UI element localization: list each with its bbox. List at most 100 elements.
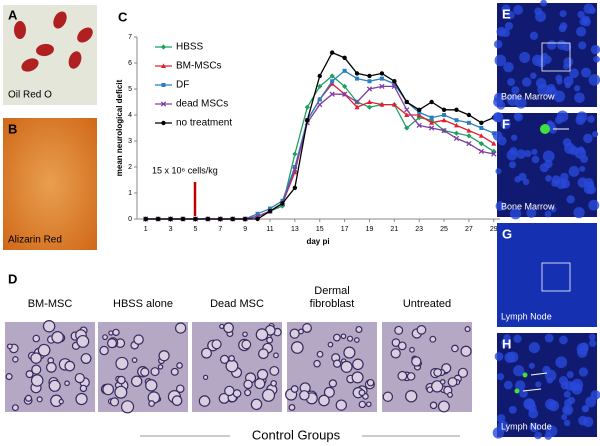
nucleus (496, 414, 506, 423)
axon (170, 367, 179, 376)
axon (174, 322, 187, 334)
axon (51, 331, 64, 344)
axon (290, 385, 299, 393)
axon (429, 335, 437, 343)
axon (64, 360, 76, 372)
y-tick-label: 5 (128, 86, 132, 93)
nucleus (544, 432, 552, 440)
nucleus (536, 57, 547, 68)
point (466, 133, 472, 139)
nucleus (535, 77, 547, 89)
axon (115, 356, 129, 370)
nucleus (544, 210, 552, 218)
caption: Lymph Node (501, 421, 552, 431)
group-label: fibroblast (310, 298, 355, 310)
point (218, 216, 223, 222)
x-tick-label: 29 (490, 226, 498, 233)
axon (269, 365, 280, 376)
nucleus (521, 77, 532, 87)
nucleus (496, 373, 505, 381)
point (453, 130, 460, 136)
nucleus (576, 342, 589, 355)
point (454, 118, 459, 123)
axon (150, 367, 160, 377)
y-tick-label: 2 (128, 164, 132, 171)
nucleus (563, 419, 571, 427)
axon (36, 396, 43, 403)
x-tick-label: 3 (169, 226, 173, 233)
nucleus (493, 112, 504, 123)
fluorescence-panels: E Bone Marrow F Bone Marrow G Lymph Node H Lymp… (492, 0, 600, 440)
nucleus (519, 51, 531, 63)
axon (30, 374, 44, 387)
nucleus (587, 115, 595, 123)
x-axis-label: day pi (306, 237, 329, 246)
point (416, 112, 422, 117)
axon (290, 341, 304, 354)
axon (76, 334, 90, 348)
axon (288, 404, 296, 411)
y-tick-label: 0 (128, 216, 132, 223)
nucleus (493, 97, 504, 108)
x-tick-label: 9 (243, 226, 247, 233)
nucleus (495, 168, 502, 175)
chart: C mean neurological deficit day pi 15 x … (115, 9, 500, 246)
nucleus (514, 112, 523, 122)
axon (242, 331, 248, 338)
axon (397, 370, 408, 381)
nucleus (534, 7, 543, 16)
nucleus (513, 5, 524, 15)
nucleus (575, 115, 586, 126)
point (379, 76, 384, 81)
point (304, 104, 310, 110)
lipid-cell (77, 27, 93, 43)
nucleus (578, 41, 587, 50)
nucleus (566, 195, 575, 204)
axon (11, 404, 19, 412)
point (479, 126, 484, 130)
point (155, 216, 161, 222)
nucleus (518, 172, 527, 181)
point (478, 133, 484, 138)
point (354, 71, 360, 76)
point (267, 209, 273, 214)
axon (241, 339, 252, 350)
x-tick-label: 13 (291, 226, 299, 233)
y-tick-label: 6 (128, 60, 132, 67)
axon (426, 386, 434, 394)
nucleus (494, 352, 504, 361)
axon (299, 390, 310, 401)
point (292, 166, 298, 173)
panel-label: G (502, 226, 512, 241)
axon (145, 379, 158, 392)
x-tick-label: 23 (415, 226, 423, 233)
alizarin-image (3, 118, 97, 250)
point (354, 104, 360, 110)
point (442, 113, 447, 117)
micrograph (382, 322, 472, 412)
axon (30, 352, 42, 364)
nucleus (506, 10, 515, 20)
axon (250, 398, 263, 411)
axon (48, 379, 61, 392)
axon (464, 326, 471, 333)
point (428, 125, 435, 131)
group-label: Untreated (403, 298, 451, 310)
annotation: 15 x 10⁶ cells/kg (152, 165, 218, 175)
axon (302, 323, 312, 333)
legend-label: no treatment (176, 118, 232, 129)
nucleus (564, 142, 576, 154)
axon (232, 389, 242, 398)
nucleus (511, 134, 518, 141)
y-tick-label: 7 (128, 34, 132, 41)
nucleus (508, 161, 517, 169)
axon (313, 359, 321, 368)
axon (254, 378, 266, 390)
nucleus (563, 75, 574, 87)
nucleus (551, 175, 561, 185)
nucleus (566, 371, 574, 379)
panel-label: D (8, 271, 17, 286)
axon (25, 370, 34, 379)
nucleus (545, 175, 552, 182)
